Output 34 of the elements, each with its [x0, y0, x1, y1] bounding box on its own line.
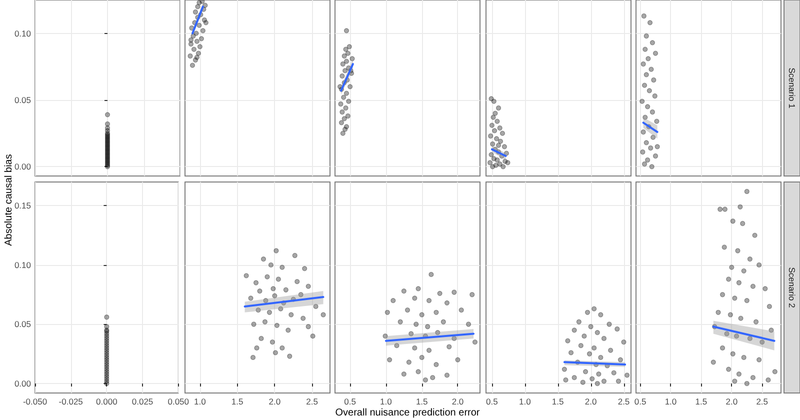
x-tick-label: 0.5 [486, 396, 498, 406]
text: Scenario 2 [787, 267, 797, 308]
x-tick-label: 1.5 [416, 396, 428, 406]
text: Scenario 1 [787, 68, 797, 109]
x-tick-label: 1.5 [695, 396, 708, 406]
x-tick-label: 2.0 [584, 396, 597, 406]
x-tick-label: 0.5 [344, 396, 356, 406]
x-tick-label: 1.5 [231, 396, 244, 406]
x-tick-label: 1.0 [380, 396, 392, 406]
y-tick-label: 0.10 [14, 260, 32, 270]
y-axis-title: Absolute causal bias [4, 154, 14, 246]
x-tick-label: 2.5 [756, 396, 768, 406]
x-tick-label: -0.050 [22, 396, 48, 406]
x-tick-label: 2.0 [726, 396, 738, 406]
x-tick-label: 1.5 [552, 396, 564, 406]
x-tick-label: -0.025 [58, 396, 84, 406]
x-tick-label: 1.0 [518, 396, 532, 406]
x-tick-label: 0.5 [634, 396, 646, 406]
x-tick-label: 0.025 [132, 396, 154, 406]
y-tick-label: 0.05 [14, 95, 32, 105]
y-tick-label: 0.15 [14, 200, 32, 211]
x-tick-label: 2.5 [618, 396, 630, 406]
x-tick-label: 1.0 [194, 396, 206, 406]
x-tick-label: 2.5 [306, 396, 318, 406]
x-tick-label: 2.0 [268, 396, 281, 406]
x-tick-label: 1.0 [664, 396, 677, 406]
y-tick-label: 0.00 [14, 162, 32, 172]
x-tick-label: 0.000 [96, 396, 118, 406]
y-tick-label: 0.10 [14, 28, 32, 38]
x-tick-label: 2.0 [452, 396, 464, 406]
x-tick-label: 0.050 [168, 396, 190, 406]
y-tick-label: 0.00 [14, 378, 32, 389]
y-tick-label: 0.05 [14, 319, 32, 330]
x-axis-title: Overall nuisance prediction error [335, 408, 480, 418]
